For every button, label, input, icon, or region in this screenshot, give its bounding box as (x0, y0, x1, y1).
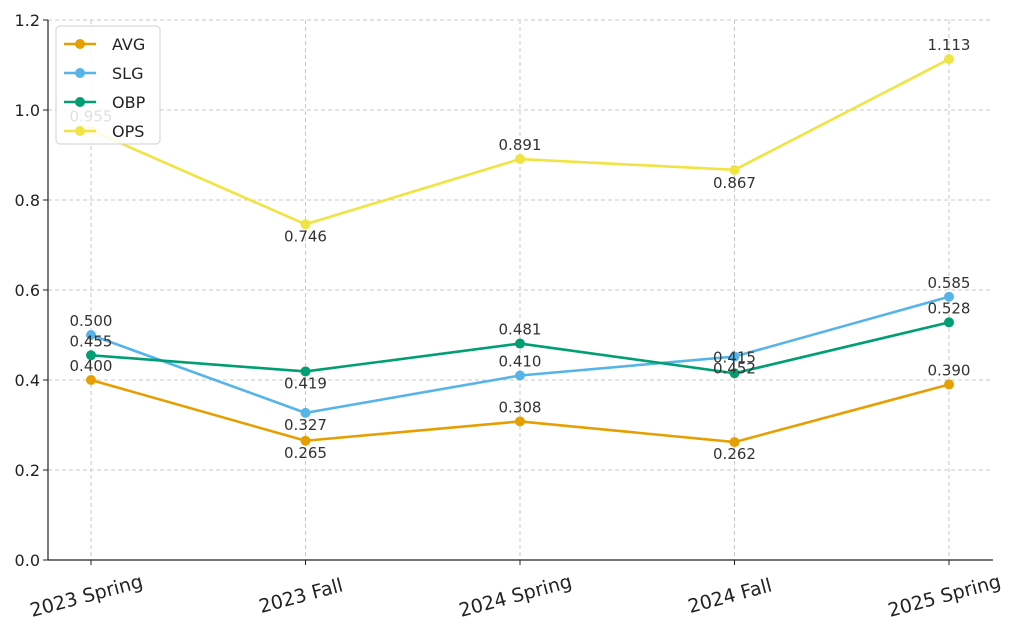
legend: AVG SLG OBP OPS (55, 25, 161, 145)
series-obp (86, 317, 954, 379)
data-point-avg (944, 379, 954, 390)
data-point-slg (944, 291, 954, 302)
series-group (86, 54, 954, 448)
legend-entry-label: OBP (112, 93, 146, 112)
x-tick-label: 2023 Fall (257, 574, 346, 617)
data-label-avg: 0.390 (928, 362, 971, 380)
legend-entry-label: AVG (112, 35, 145, 54)
data-label-slg: 0.585 (928, 274, 971, 292)
data-label-obp: 0.415 (713, 348, 756, 366)
legend-swatch-marker (75, 126, 85, 136)
y-tick-label: 0.4 (15, 371, 40, 390)
data-point-avg (729, 437, 740, 448)
data-point-avg (86, 375, 96, 385)
data-label-ops: 0.746 (284, 227, 327, 245)
data-point-ops (515, 154, 525, 165)
data-label-slg: 0.500 (70, 312, 113, 330)
data-label-ops: 0.867 (713, 174, 756, 192)
data-point-obp (515, 338, 525, 349)
y-tick-label: 0.6 (15, 281, 40, 300)
data-label-slg: 0.327 (284, 416, 327, 434)
grid (48, 19, 993, 560)
data-label-avg: 0.308 (499, 398, 542, 416)
data-point-obp (300, 366, 311, 377)
data-point-obp (729, 368, 740, 379)
data-point-obp (86, 350, 96, 361)
data-point-slg (515, 370, 525, 381)
x-tick-label: 2025 Spring (886, 571, 1003, 622)
x-tick-label: 2024 Fall (686, 574, 775, 617)
series-slg (86, 291, 954, 418)
legend-swatch-marker (75, 39, 85, 49)
axes: 0.0 0.2 0.4 0.6 0.8 1.0 1.2 2023 Spring 2023 Fal… (15, 11, 1004, 622)
data-point-ops (300, 219, 311, 230)
data-label-obp: 0.481 (499, 321, 542, 339)
y-tick-label: 0.0 (15, 551, 40, 570)
data-label-avg: 0.400 (70, 357, 113, 375)
y-tick-label: 1.0 (15, 101, 40, 120)
data-point-ops (729, 164, 740, 175)
legend-swatch-marker (75, 68, 85, 78)
data-label-ops: 1.113 (928, 36, 971, 54)
y-tick-label: 0.8 (15, 191, 40, 210)
data-label-avg: 0.265 (284, 444, 327, 462)
data-point-slg (729, 351, 740, 362)
x-tick-label: 2024 Spring (457, 571, 574, 622)
data-point-slg (300, 407, 311, 418)
legend-box (55, 25, 161, 145)
data-label-avg: 0.262 (713, 445, 756, 463)
data-point-avg (515, 416, 525, 427)
series-avg (86, 375, 954, 448)
data-label-obp: 0.419 (284, 374, 327, 392)
data-point-avg (300, 435, 311, 446)
data-label-slg: 0.410 (499, 353, 542, 371)
y-tick-label: 1.2 (15, 11, 40, 30)
data-point-ops (944, 54, 954, 65)
data-point-slg (86, 330, 96, 340)
legend-entry-label: OPS (112, 122, 144, 141)
x-tick-label: 2023 Spring (28, 571, 145, 622)
data-label-slg: 0.452 (713, 360, 756, 378)
data-label-obp: 0.528 (928, 299, 971, 317)
data-label-ops: 0.891 (499, 136, 542, 154)
data-label-obp: 0.455 (70, 332, 113, 350)
data-labels: 0.400 0.265 0.308 0.262 0.390 0.500 0.327 0.410… (70, 36, 971, 463)
legend-swatch-marker (75, 97, 85, 107)
data-point-obp (944, 317, 954, 328)
y-tick-label: 0.2 (15, 461, 40, 480)
legend-entry-label: SLG (112, 64, 143, 83)
series-ops (86, 54, 954, 230)
